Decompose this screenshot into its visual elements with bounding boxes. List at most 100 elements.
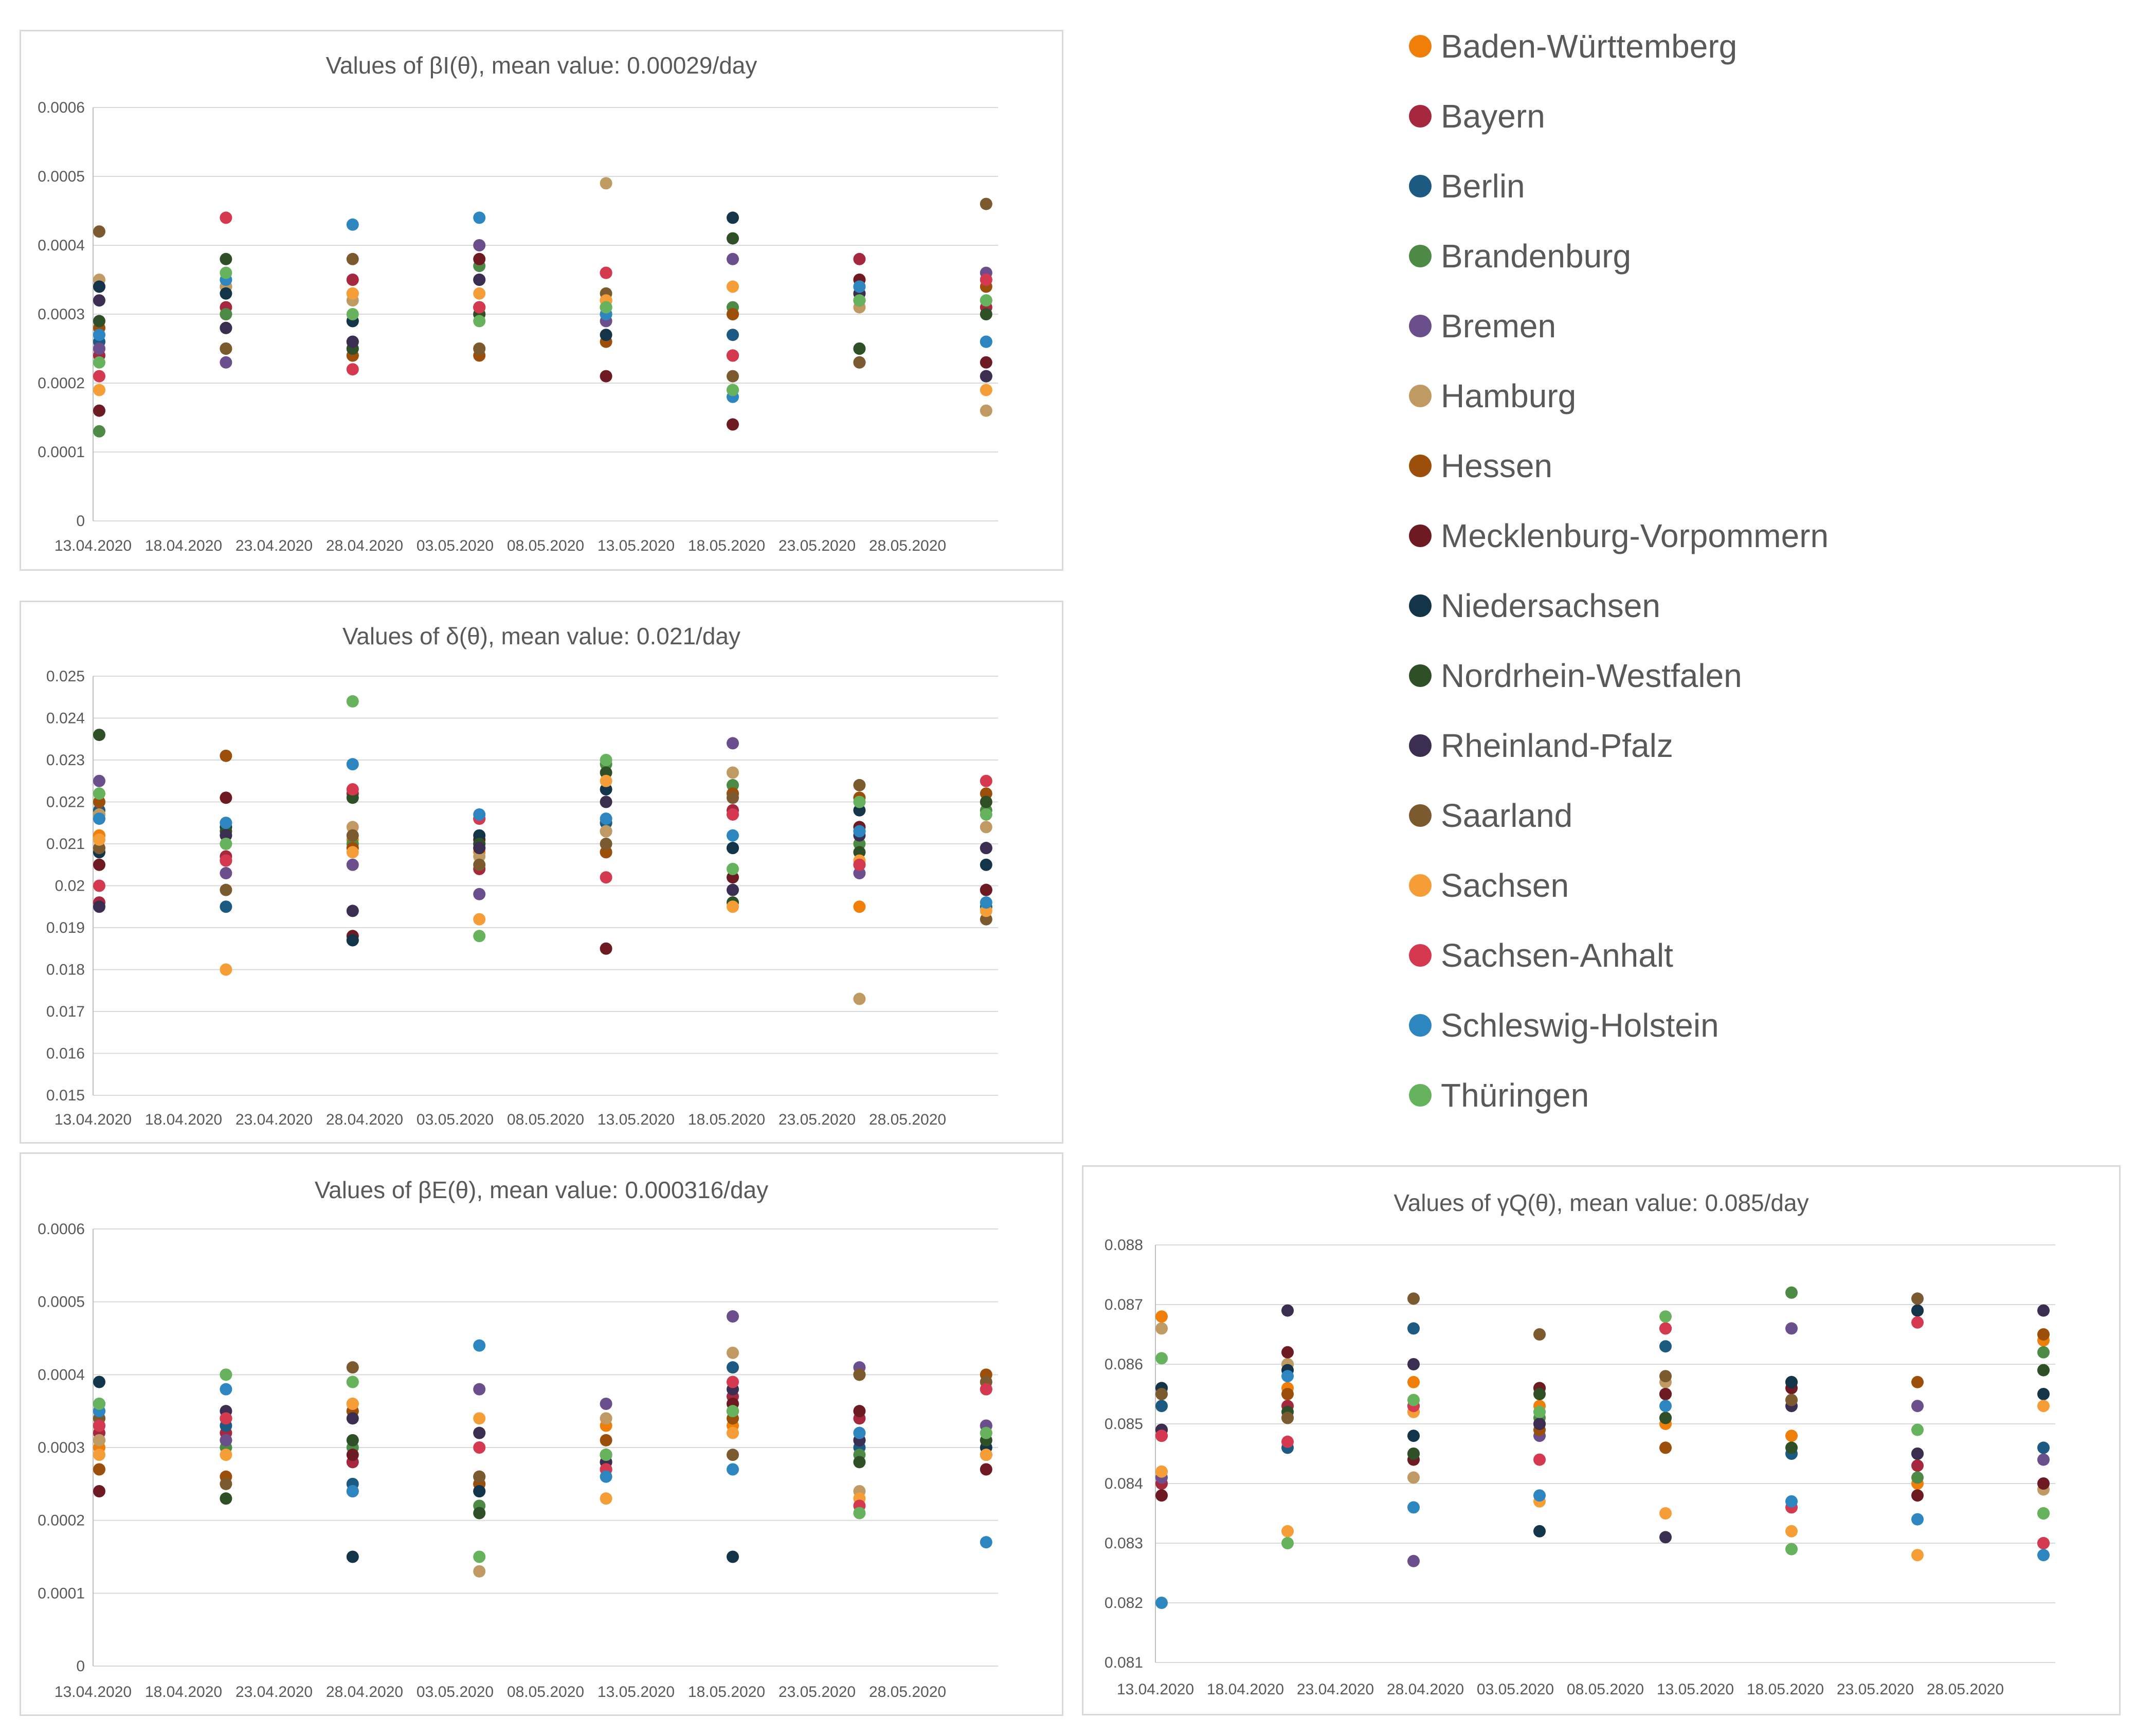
data-point — [93, 342, 105, 355]
x-tick-label: 13.05.2020 — [598, 1684, 675, 1701]
data-point — [853, 252, 866, 265]
data-point — [93, 812, 105, 825]
data-point — [473, 315, 486, 328]
legend-marker — [1409, 105, 1432, 128]
data-point — [1407, 1322, 1420, 1335]
data-point — [346, 274, 359, 286]
data-point — [1155, 1352, 1168, 1365]
data-point — [346, 218, 359, 231]
data-point — [346, 905, 359, 917]
data-point — [473, 342, 486, 355]
data-point — [727, 883, 739, 896]
data-point — [600, 838, 612, 850]
legend-item: Niedersachsen — [1409, 580, 1660, 631]
data-point — [1785, 1441, 1798, 1454]
x-tick-label: 13.04.2020 — [55, 537, 132, 554]
data-point — [220, 1492, 232, 1505]
data-point — [853, 294, 866, 307]
data-point — [473, 1565, 486, 1578]
data-point — [346, 252, 359, 265]
data-point — [600, 1470, 612, 1483]
x-tick-label: 08.05.2020 — [507, 1111, 584, 1128]
x-tick-label: 28.05.2020 — [869, 1684, 946, 1701]
data-point — [727, 842, 739, 855]
data-point — [220, 854, 232, 867]
data-point — [853, 280, 866, 293]
data-point — [473, 913, 486, 926]
data-point — [220, 308, 232, 320]
data-point — [1533, 1418, 1546, 1430]
y-tick-label: 0.015 — [46, 1087, 85, 1104]
data-point — [1281, 1346, 1294, 1359]
data-point — [600, 177, 612, 190]
legend-label: Nordrhein-Westfalen — [1441, 657, 1742, 694]
data-point — [727, 862, 739, 875]
data-point — [473, 252, 486, 265]
x-tick-label: 08.05.2020 — [1567, 1681, 1644, 1698]
y-tick-label: 0.087 — [1105, 1296, 1143, 1313]
data-point — [220, 867, 232, 880]
data-point — [93, 329, 105, 341]
legend-marker — [1409, 1084, 1432, 1107]
data-point — [346, 1449, 359, 1461]
legend-item: Hamburg — [1409, 370, 1576, 422]
data-point — [1785, 1286, 1798, 1299]
legend-item: Sachsen-Anhalt — [1409, 930, 1673, 981]
data-point — [346, 846, 359, 859]
x-tick-label: 18.04.2020 — [145, 1684, 222, 1701]
data-point — [853, 900, 866, 913]
data-point — [220, 1383, 232, 1396]
data-point — [853, 1405, 866, 1418]
y-tick-label: 0.0006 — [38, 1221, 85, 1238]
data-point — [727, 808, 739, 821]
data-point — [473, 842, 486, 855]
legend-label: Mecklenburg-Vorpommern — [1441, 517, 1829, 554]
data-point — [346, 1550, 359, 1563]
data-point — [980, 404, 992, 417]
chart-title: Values of γQ(θ), mean value: 0.085/day — [1394, 1189, 1808, 1216]
data-point — [1155, 1430, 1168, 1442]
data-point — [980, 896, 992, 909]
legend-label: Thüringen — [1441, 1077, 1589, 1114]
data-point — [727, 370, 739, 383]
x-tick-label: 28.04.2020 — [326, 1684, 403, 1701]
data-point — [346, 1485, 359, 1497]
x-tick-label: 23.04.2020 — [236, 1111, 313, 1128]
data-point — [600, 812, 612, 825]
data-point — [980, 795, 992, 808]
data-point — [980, 370, 992, 383]
legend-marker — [1409, 315, 1432, 337]
data-point — [727, 252, 739, 265]
data-point — [346, 829, 359, 842]
x-tick-label: 23.05.2020 — [779, 1111, 856, 1128]
data-point — [93, 774, 105, 787]
data-point — [473, 808, 486, 821]
data-point — [1533, 1453, 1546, 1466]
x-tick-label: 18.05.2020 — [688, 1111, 765, 1128]
data-point — [1155, 1322, 1168, 1335]
data-point — [727, 829, 739, 842]
data-point — [1911, 1304, 1924, 1317]
data-point — [1911, 1549, 1924, 1562]
y-tick-label: 0.024 — [46, 710, 85, 727]
x-tick-label: 28.04.2020 — [1387, 1681, 1464, 1698]
y-tick-label: 0.084 — [1105, 1475, 1143, 1492]
data-point — [727, 349, 739, 362]
data-point — [1911, 1376, 1924, 1388]
data-point — [346, 1361, 359, 1374]
data-point — [473, 1485, 486, 1497]
legend-label: Niedersachsen — [1441, 587, 1660, 624]
data-point — [346, 1398, 359, 1410]
y-tick-label: 0.083 — [1105, 1535, 1143, 1552]
data-point — [727, 1463, 739, 1476]
data-point — [220, 1449, 232, 1461]
data-point — [473, 1426, 486, 1439]
legend-marker — [1409, 385, 1432, 407]
x-tick-label: 28.05.2020 — [869, 537, 946, 554]
data-point — [600, 871, 612, 884]
data-point — [1155, 1597, 1168, 1609]
data-point — [1785, 1394, 1798, 1406]
data-point — [1281, 1370, 1294, 1383]
data-point — [473, 301, 486, 314]
chart-title: Values of δ(θ), mean value: 0.021/day — [342, 623, 740, 649]
